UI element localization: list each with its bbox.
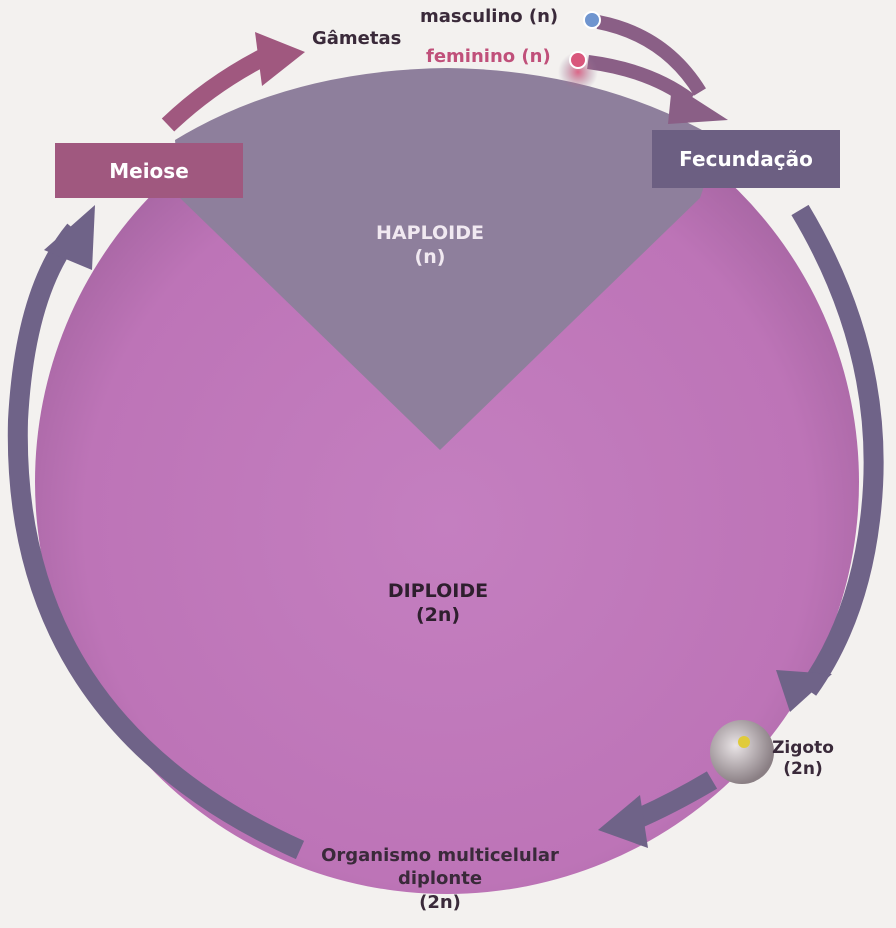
haploid-wedge (175, 68, 720, 450)
haploide-title: HAPLOIDE (376, 222, 484, 244)
meiose-box: Meiose (55, 143, 243, 198)
male-gamete-dot (583, 11, 601, 29)
zigoto-ploidy: (2n) (783, 759, 823, 780)
organismo-text: Organismo multicelular diplonte (2n) (290, 844, 590, 914)
arrow-to-zigoto (776, 670, 832, 712)
feminino-label: feminino (n) (426, 46, 551, 67)
diploide-text: DIPLOIDE (2n) (368, 580, 508, 628)
organismo-ploidy: (2n) (419, 891, 461, 913)
arrow-to-organismo (598, 795, 648, 848)
organismo-line2: diplonte (397, 868, 483, 890)
diploide-ploidy: (2n) (415, 603, 461, 626)
arrow-to-gametas (255, 32, 305, 86)
cycle-arc-right (791, 204, 884, 696)
masculino-label: masculino (n) (420, 6, 559, 27)
meiose-label: Meiose (109, 158, 189, 183)
arrow-meiose-gametas-shaft (161, 50, 267, 132)
zigoto-name: Zigoto (772, 738, 834, 758)
diploid-circle (35, 70, 859, 894)
diploide-title: DIPLOIDE (387, 580, 489, 602)
arrow-to-fecundacao (668, 84, 728, 124)
organismo-line1: Organismo multicelular (321, 845, 559, 866)
zygote-cell (710, 720, 774, 784)
fecundacao-box: Fecundação (652, 130, 840, 188)
zigoto-text: Zigoto (2n) (758, 738, 848, 781)
arrow-to-meiose (44, 205, 95, 270)
female-gamete-glow (558, 52, 598, 92)
female-gamete-dot (569, 51, 587, 69)
fecundacao-label: Fecundação (679, 147, 813, 171)
zygote-dot (738, 736, 750, 748)
gametas-label: Gâmetas (312, 28, 402, 49)
haploide-text: HAPLOIDE (n) (360, 222, 500, 270)
cycle-arc-left (7, 223, 305, 860)
arrow-male-shaft (596, 15, 706, 96)
haploide-ploidy: (n) (414, 245, 446, 268)
